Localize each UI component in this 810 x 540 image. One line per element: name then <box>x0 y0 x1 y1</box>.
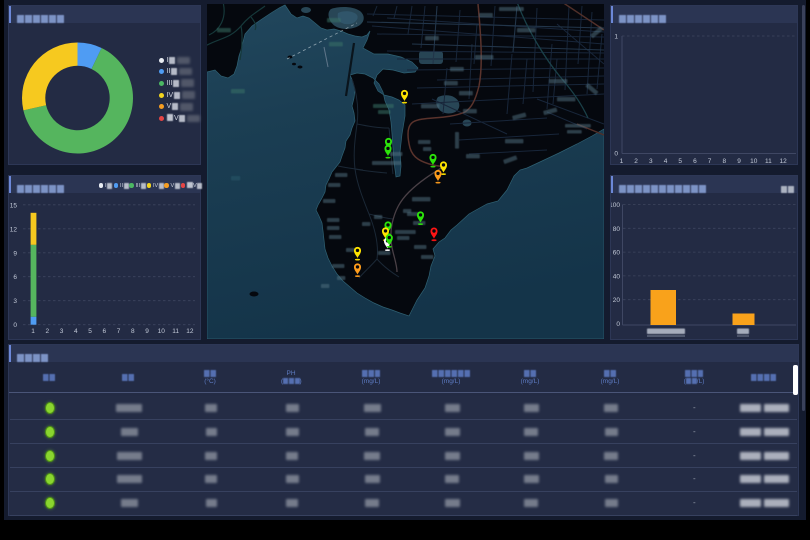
svg-text:3: 3 <box>13 298 17 305</box>
svg-text:15: 15 <box>9 202 17 209</box>
svg-text:6: 6 <box>102 328 106 335</box>
svg-text:6: 6 <box>13 274 17 281</box>
svg-text:7: 7 <box>708 158 712 164</box>
svg-text:2: 2 <box>45 328 49 335</box>
svg-text:4: 4 <box>664 158 668 164</box>
svg-text:20: 20 <box>613 297 621 304</box>
svg-text:0: 0 <box>614 151 618 158</box>
svg-text:3: 3 <box>59 328 63 335</box>
svg-text:1: 1 <box>31 328 35 335</box>
svg-text:1: 1 <box>620 158 624 164</box>
svg-text:4: 4 <box>73 328 77 335</box>
svg-text:80: 80 <box>613 226 621 233</box>
svg-text:9: 9 <box>737 158 741 164</box>
svg-text:12: 12 <box>779 158 787 164</box>
svg-text:60: 60 <box>613 250 621 257</box>
svg-text:11: 11 <box>172 328 179 335</box>
svg-text:100: 100 <box>611 202 620 209</box>
svg-text:0: 0 <box>616 321 620 328</box>
svg-text:3: 3 <box>649 158 653 164</box>
svg-text:40: 40 <box>613 273 621 280</box>
svg-text:0: 0 <box>13 322 17 329</box>
svg-text:12: 12 <box>9 226 17 233</box>
svg-text:5: 5 <box>678 158 682 164</box>
svg-text:10: 10 <box>750 158 758 164</box>
svg-text:12: 12 <box>186 328 194 335</box>
svg-text:8: 8 <box>722 158 726 164</box>
svg-text:9: 9 <box>13 250 17 257</box>
svg-text:7: 7 <box>116 328 120 335</box>
svg-text:2: 2 <box>634 158 638 164</box>
svg-text:8: 8 <box>130 328 134 335</box>
svg-text:6: 6 <box>693 158 697 164</box>
svg-text:5: 5 <box>88 328 92 335</box>
svg-text:9: 9 <box>145 328 149 335</box>
svg-text:11: 11 <box>765 158 772 164</box>
svg-text:10: 10 <box>157 328 165 335</box>
svg-text:1: 1 <box>614 34 618 41</box>
